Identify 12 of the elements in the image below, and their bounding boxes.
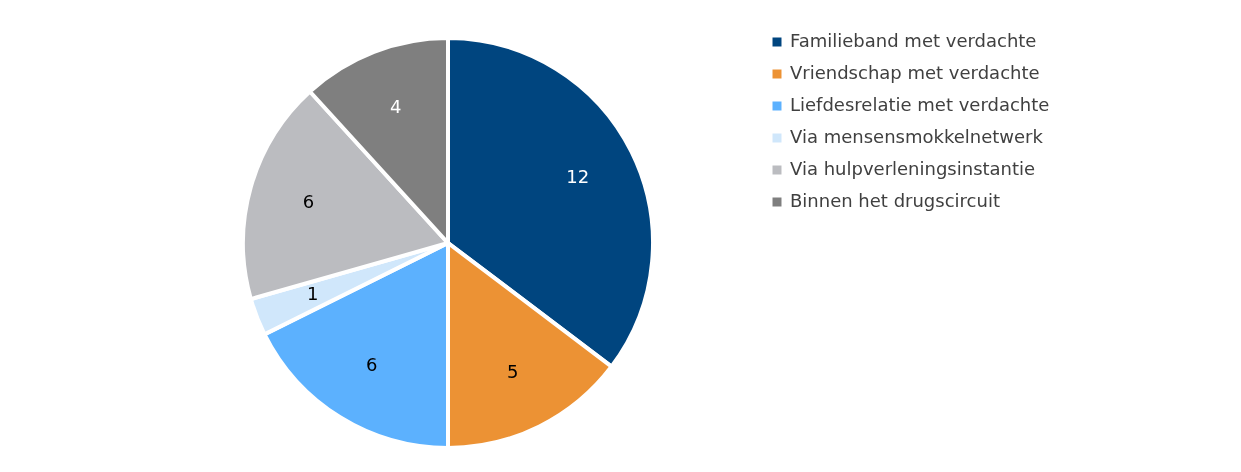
data-label: 12 — [566, 166, 590, 188]
data-label: 1 — [307, 283, 319, 305]
legend-label: Via hulpverleningsinstantie — [790, 158, 1036, 179]
legend-label: Binnen het drugscircuit — [790, 190, 1000, 211]
data-label: 6 — [302, 191, 315, 213]
data-label: 6 — [365, 354, 378, 376]
legend-label: Liefdesrelatie met verdachte — [790, 94, 1050, 115]
legend-label: Vriendschap met verdachte — [790, 62, 1040, 83]
data-label: 4 — [389, 95, 402, 117]
legend-label: Via mensensmokkelnetwerk — [790, 126, 1044, 147]
data-label: 5 — [506, 360, 519, 382]
legend-label: Familieband met verdachte — [790, 30, 1037, 51]
